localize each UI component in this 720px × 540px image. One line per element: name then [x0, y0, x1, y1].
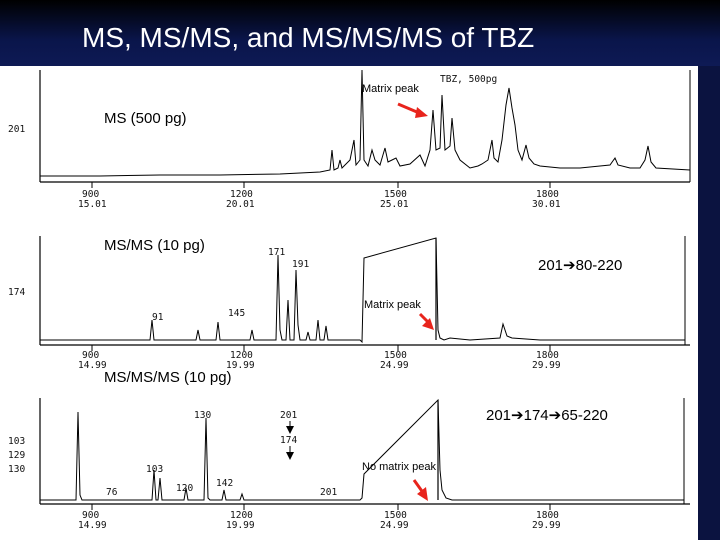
panel3-ylabel-1: 129 [8, 450, 25, 461]
panel3-transition: 201➔174➔65-220 [486, 407, 608, 424]
panel1-tick-time-2: 25.01 [380, 199, 409, 210]
panel2-trace [40, 237, 685, 344]
panel-ms: 201 TBZ, 500pg Matrix peak MS (500 pg) 9… [8, 69, 691, 210]
panel3-path-201: 201 [280, 410, 297, 421]
panel2-transition: 201➔80-220 [538, 257, 622, 274]
panel-msmsms: MS/MS/MS (10 pg) 103 129 130 130 103 76 … [8, 369, 690, 531]
panel1-tick-scan-1: 1200 [230, 189, 253, 200]
panel3-peak-142: 142 [216, 478, 233, 489]
panel2-arrowhead [422, 318, 434, 330]
panel3-matrix-label: No matrix peak [362, 461, 436, 473]
panel2-xaxis: 900 1200 1500 1800 14.99 19.99 24.99 29.… [78, 345, 561, 371]
panel3-tick-scan-2: 1500 [384, 510, 407, 521]
panel3-ylabel-2: 130 [8, 464, 25, 475]
panel3-tick-time-0: 14.99 [78, 520, 107, 531]
panel3-peak-201: 201 [320, 487, 337, 498]
panel2-peak-91: 91 [152, 312, 164, 323]
panel2-peak-171: 171 [268, 247, 285, 258]
panel3-peak-120: 120 [176, 483, 193, 494]
slide-title-bar: MS, MS/MS, and MS/MS/MS of TBZ [0, 0, 720, 66]
panel1-header: TBZ, 500pg [440, 74, 497, 85]
panel1-ylabel: 201 [8, 124, 25, 135]
panel1-trace [40, 69, 691, 177]
panel1-tick-time-1: 20.01 [226, 199, 255, 210]
panel1-matrix-label: Matrix peak [362, 83, 419, 95]
panel3-ylabel-0: 103 [8, 436, 25, 447]
panel3-label: MS/MS/MS (10 pg) [104, 369, 232, 386]
chromatogram-area [0, 66, 698, 540]
panel-msms: 174 MS/MS (10 pg) 171 191 91 145 Matrix … [8, 236, 690, 371]
panel1-tick-time-0: 15.01 [78, 199, 107, 210]
panel2-tick-scan-3: 1800 [536, 350, 559, 361]
right-border [698, 66, 720, 540]
panel1-tick-time-3: 30.01 [532, 199, 561, 210]
panel2-label: MS/MS (10 pg) [104, 237, 205, 254]
panel2-tick-scan-1: 1200 [230, 350, 253, 361]
panel1-arrowhead [415, 107, 428, 118]
panel3-arrowhead [417, 487, 428, 501]
panel2-ylabel: 174 [8, 287, 25, 298]
panel1-tick-scan-0: 900 [82, 189, 99, 200]
panel2-tick-time-2: 24.99 [380, 360, 409, 371]
panel1-tick-scan-3: 1800 [536, 189, 559, 200]
panel2-tick-scan-0: 900 [82, 350, 99, 361]
panel3-peak-103: 103 [146, 464, 163, 475]
panel3-tick-time-3: 29.99 [532, 520, 561, 531]
panel2-peak-145: 145 [228, 308, 245, 319]
panel3-tick-time-1: 19.99 [226, 520, 255, 531]
panel3-tick-scan-1: 1200 [230, 510, 253, 521]
panel1-label: MS (500 pg) [104, 110, 187, 127]
panel3-path-174: 174 [280, 435, 297, 446]
panel3-peak-130: 130 [194, 410, 211, 421]
panel1-xaxis: 900 1200 1500 1800 15.01 20.01 25.01 30.… [78, 182, 561, 210]
panel2-tick-time-0: 14.99 [78, 360, 107, 371]
panel3-tick-time-2: 24.99 [380, 520, 409, 531]
panel3-tick-scan-0: 900 [82, 510, 99, 521]
panel2-peak-191: 191 [292, 259, 309, 270]
panel2-tick-time-3: 29.99 [532, 360, 561, 371]
panel2-tick-scan-2: 1500 [384, 350, 407, 361]
panel1-tick-scan-2: 1500 [384, 189, 407, 200]
panel3-peak-76: 76 [106, 487, 118, 498]
slide-title: MS, MS/MS, and MS/MS/MS of TBZ [82, 22, 535, 53]
panel3-tick-scan-3: 1800 [536, 510, 559, 521]
panel2-matrix-label: Matrix peak [364, 299, 421, 311]
panel2-tick-time-1: 19.99 [226, 360, 255, 371]
panel3-xaxis: 900 1200 1500 1800 14.99 19.99 24.99 29.… [78, 504, 561, 531]
